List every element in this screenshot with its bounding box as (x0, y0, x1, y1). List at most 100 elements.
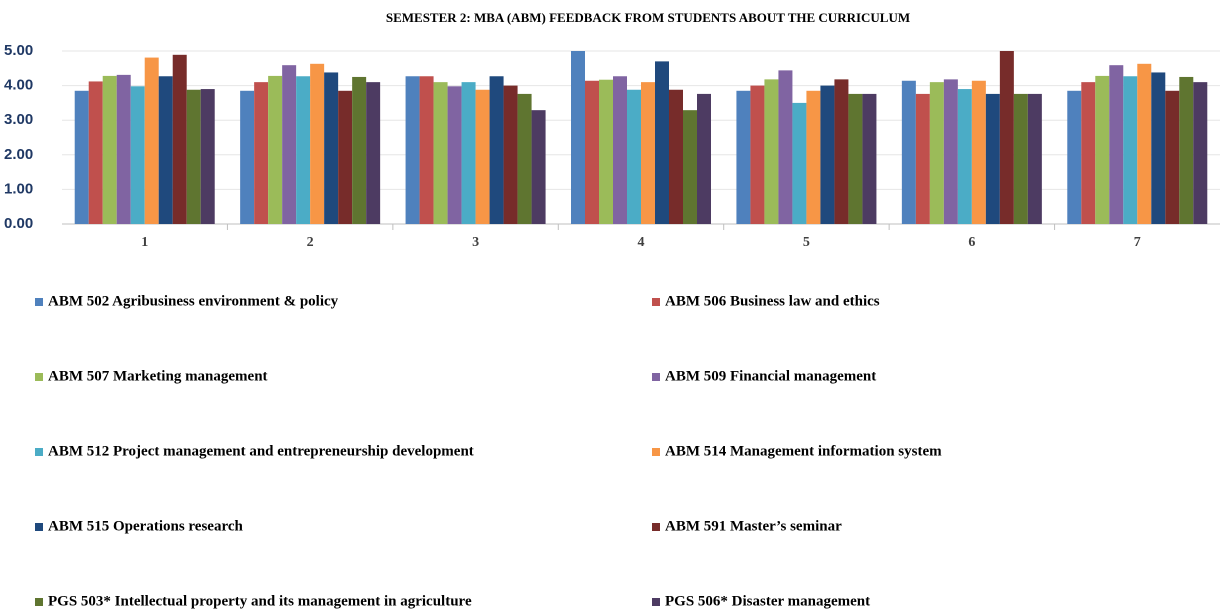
legend-swatch (35, 298, 43, 306)
bar (655, 61, 669, 224)
legend-swatch (35, 598, 43, 606)
legend-swatch (652, 523, 660, 531)
bar (848, 93, 863, 225)
bar (517, 93, 532, 225)
bar (1013, 93, 1028, 225)
bar (158, 76, 173, 225)
bar (352, 76, 367, 224)
x-tick-label: 4 (638, 235, 645, 250)
bar (74, 90, 89, 224)
x-tick-label: 5 (803, 235, 810, 250)
legend-label: PGS 503* Intellectual property and its m… (48, 593, 472, 609)
bar (1193, 82, 1208, 224)
bar (405, 76, 420, 225)
bar (366, 82, 381, 224)
bar (834, 79, 849, 224)
bar (901, 80, 916, 224)
x-tick-label: 7 (1134, 235, 1141, 250)
bar (282, 65, 297, 224)
legend-swatch (652, 598, 660, 606)
bar (1109, 65, 1124, 224)
bar (1067, 90, 1082, 224)
legend-label: ABM 502 Agribusiness environment & polic… (48, 293, 339, 309)
bar (1165, 90, 1180, 224)
legend-label: ABM 509 Financial management (665, 368, 876, 384)
legend-swatch (652, 448, 660, 456)
bar (957, 89, 972, 224)
bar (200, 89, 215, 224)
x-tick-label: 1 (141, 235, 148, 250)
bar (764, 79, 779, 224)
legend-label: ABM 591 Master’s seminar (665, 518, 842, 534)
x-tick-label: 6 (968, 235, 975, 250)
bar (999, 51, 1014, 224)
bar (1095, 75, 1110, 224)
bar (613, 76, 627, 225)
legend-swatch (35, 373, 43, 381)
bar (792, 102, 807, 224)
bar (310, 63, 325, 224)
legend-label: ABM 507 Marketing management (48, 368, 268, 384)
bar (627, 89, 641, 224)
legend-label: PGS 506* Disaster management (665, 593, 870, 609)
y-tick-label: 4.00 (4, 77, 33, 94)
legend-swatch (35, 523, 43, 531)
bar (1151, 72, 1166, 225)
bar (268, 75, 283, 224)
y-tick-label: 5.00 (4, 42, 33, 59)
legend-swatch (652, 298, 660, 306)
chart-title: SEMESTER 2: MBA (ABM) FEEDBACK FROM STUD… (386, 10, 910, 25)
bar (697, 93, 711, 225)
legend-label: ABM 506 Business law and ethics (665, 293, 880, 309)
bar (419, 76, 434, 225)
bar (585, 80, 599, 224)
bar (929, 82, 944, 224)
x-tick-label: 3 (472, 235, 479, 250)
bar (447, 86, 462, 225)
bar (599, 79, 613, 224)
bar (130, 86, 145, 225)
bar (503, 85, 518, 224)
legend-label: ABM 515 Operations research (48, 518, 243, 534)
legend-swatch (652, 373, 660, 381)
bar (102, 75, 117, 224)
bar (240, 90, 255, 224)
y-tick-label: 2.00 (4, 146, 33, 163)
bar (296, 76, 311, 225)
legend-label: ABM 512 Project management and entrepren… (48, 443, 474, 459)
bar (641, 82, 655, 224)
y-tick-label: 0.00 (4, 215, 33, 232)
bar (862, 93, 877, 225)
bar (943, 79, 958, 224)
bar (683, 110, 697, 224)
bar (144, 57, 159, 224)
legend-swatch (35, 448, 43, 456)
bar (324, 72, 339, 225)
bar (172, 54, 187, 224)
bar (750, 85, 765, 224)
bar (971, 80, 986, 224)
bar (116, 74, 131, 225)
bar (531, 110, 546, 224)
bar (1137, 63, 1152, 224)
bar (669, 89, 683, 224)
bar (88, 81, 103, 224)
x-tick-label: 2 (307, 235, 314, 250)
bar (915, 93, 930, 225)
bar (433, 82, 448, 224)
bar (186, 89, 201, 224)
bar (778, 70, 793, 224)
bar (1081, 82, 1096, 224)
bar (736, 90, 751, 224)
bar (1179, 76, 1194, 224)
bar (806, 90, 821, 224)
y-tick-label: 1.00 (4, 180, 33, 197)
legend-label: ABM 514 Management information system (665, 443, 942, 459)
bar (820, 85, 835, 224)
y-tick-label: 3.00 (4, 111, 33, 128)
bar (254, 82, 269, 224)
bar (489, 76, 504, 225)
bar (338, 90, 353, 224)
bar (1123, 76, 1138, 225)
